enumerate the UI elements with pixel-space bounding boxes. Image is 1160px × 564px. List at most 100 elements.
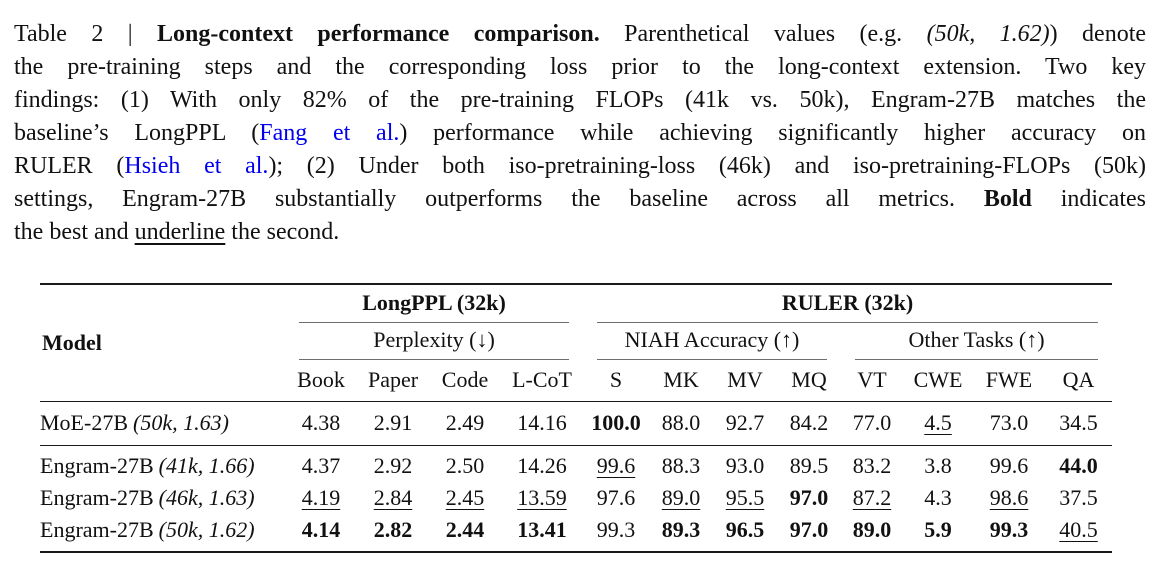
caption-text: settings, Engram-27B substantially outpe… — [14, 186, 984, 212]
subgroup-header-niah: NIAH Accuracy (↑) — [583, 323, 841, 360]
group-header-longppl-label: LongPPL (32k) — [299, 290, 570, 323]
caption-prefix: Table 2 | — [14, 21, 157, 47]
value-cell: 99.3 — [596, 517, 636, 542]
value-cell: 4.5 — [903, 401, 974, 446]
value-cell: 89.5 — [789, 453, 829, 478]
caption-title: Long-context performance comparison. — [156, 21, 600, 47]
col-header-paper: Paper — [367, 367, 419, 392]
value-cell: 97.0 — [789, 517, 829, 542]
caption-text: ) denote — [1049, 21, 1147, 47]
value-cell: 13.59 — [517, 485, 567, 510]
value-cell: 4.14 — [301, 517, 341, 542]
table-row-engram-46k: Engram-27B (46k, 1.63) 4.19 2.84 2.45 13.… — [40, 482, 1112, 514]
value-cell: 13.41 — [517, 517, 567, 542]
caption-line-3: findings: (1) With only 82% of the pre-t… — [14, 84, 1146, 117]
caption-text: the best and — [14, 219, 135, 245]
model-note: (41k, 1.66) — [158, 453, 255, 478]
col-header-s: S — [609, 367, 623, 392]
caption-text: ) performance while achieving significan… — [399, 120, 1147, 146]
value-cell: 2.50 — [445, 453, 485, 478]
value-cell: 100.0 — [583, 401, 650, 446]
model-note: (50k, 1.63) — [133, 410, 229, 435]
model-name: Engram-27B — [40, 517, 154, 542]
caption-line-5: RULER (Hsieh et al.); (2) Under both iso… — [14, 150, 1146, 183]
caption-text: indicates — [1031, 186, 1146, 212]
col-header-lcot: L-CoT — [512, 367, 572, 392]
value-cell: 84.2 — [777, 401, 842, 446]
citation-link-fang[interactable]: Fang et al. — [259, 120, 400, 146]
col-header-code: Code — [441, 367, 489, 392]
caption-line-4: baseline’s LongPPL (Fang et al.) perform… — [14, 117, 1146, 150]
value-cell: 92.7 — [713, 401, 778, 446]
value-cell: 4.3 — [924, 485, 952, 510]
col-header-mq: MQ — [791, 367, 827, 392]
value-cell: 37.5 — [1059, 485, 1098, 510]
value-cell: 14.16 — [501, 401, 584, 446]
citation-link-hsieh[interactable]: Hsieh et al. — [124, 153, 269, 179]
subgroup-header-other-tasks-label: Other Tasks (↑) — [855, 327, 1099, 360]
subgroup-header-perplexity-label: Perplexity (↓) — [299, 327, 570, 360]
caption-text: Parenthetical values (e.g. — [599, 21, 927, 47]
caption-text: ); (2) Under both iso-pretraining-loss (… — [268, 153, 1146, 179]
value-cell: 2.92 — [373, 453, 413, 478]
value-cell: 83.2 — [852, 453, 892, 478]
value-cell: 88.0 — [649, 401, 714, 446]
group-header-ruler-label: RULER (32k) — [597, 290, 1099, 323]
results-table: Model LongPPL (32k) RULER (32k) Perplexi… — [40, 283, 1113, 553]
caption-text: the pre-training steps and the correspon… — [14, 54, 1146, 80]
value-cell: 99.6 — [596, 453, 636, 478]
value-cell: 73.0 — [973, 401, 1046, 446]
value-cell: 89.0 — [661, 485, 701, 510]
value-cell: 14.26 — [517, 453, 567, 478]
model-name: Engram-27B — [40, 453, 154, 478]
value-cell: 2.82 — [373, 517, 413, 542]
model-cell: MoE-27B (50k, 1.63) — [40, 401, 285, 446]
col-header-qa: QA — [1062, 367, 1095, 392]
value-cell: 95.5 — [725, 485, 765, 510]
model-cell: Engram-27B (46k, 1.63) — [40, 482, 285, 514]
model-name: MoE-27B — [40, 410, 128, 435]
value-cell: 44.0 — [1059, 453, 1098, 478]
group-header-ruler: RULER (32k) — [583, 284, 1112, 323]
col-header-cwe: CWE — [913, 367, 963, 392]
value-cell: 97.0 — [789, 485, 829, 510]
subgroup-header-perplexity: Perplexity (↓) — [285, 323, 583, 360]
header-row-groups: Model LongPPL (32k) RULER (32k) — [40, 284, 1112, 355]
caption-text: the second. — [225, 219, 340, 245]
value-cell: 89.3 — [661, 517, 701, 542]
caption-text: RULER ( — [14, 153, 125, 179]
col-header-mk: MK — [663, 367, 699, 392]
col-header-book: Book — [297, 367, 345, 392]
value-cell: 4.19 — [301, 485, 341, 510]
value-cell: 4.38 — [285, 401, 357, 446]
model-cell: Engram-27B (41k, 1.66) — [40, 446, 285, 483]
value-cell: 99.6 — [989, 453, 1029, 478]
caption-underline-word: underline — [134, 219, 226, 245]
value-cell: 4.37 — [301, 453, 341, 478]
value-cell: 34.5 — [1045, 401, 1113, 446]
caption-line-1: Table 2 | Long-context performance compa… — [14, 18, 1146, 51]
caption-text: baseline’s LongPPL ( — [14, 120, 260, 146]
subgroup-header-other-tasks: Other Tasks (↑) — [841, 323, 1112, 360]
value-cell: 77.0 — [841, 401, 904, 446]
model-note: (50k, 1.62) — [158, 517, 255, 542]
table-row-moe-27b: MoE-27B (50k, 1.63) 4.38 2.91 2.49 14.16 … — [40, 401, 1113, 446]
value-cell: 87.2 — [852, 485, 892, 510]
value-cell: 2.84 — [373, 485, 413, 510]
value-cell: 88.3 — [661, 453, 701, 478]
caption-text: findings: (1) With only 82% of the pre-t… — [14, 87, 1146, 113]
col-header-model: Model — [42, 330, 102, 355]
caption-bold-word: Bold — [983, 186, 1032, 212]
value-cell: 40.5 — [1059, 517, 1098, 542]
caption-line-2: the pre-training steps and the correspon… — [14, 51, 1146, 84]
value-cell: 96.5 — [725, 517, 765, 542]
value-cell: 2.91 — [357, 401, 429, 446]
model-note: (46k, 1.63) — [158, 485, 255, 510]
model-name: Engram-27B — [40, 485, 154, 510]
value-cell: 89.0 — [852, 517, 892, 542]
model-cell: Engram-27B (50k, 1.62) — [40, 514, 285, 552]
value-cell: 2.49 — [429, 401, 501, 446]
table-row-engram-41k: Engram-27B (41k, 1.66) 4.37 2.92 2.50 14.… — [40, 446, 1112, 483]
subgroup-header-niah-label: NIAH Accuracy (↑) — [597, 327, 828, 360]
value-cell: 2.45 — [445, 485, 485, 510]
